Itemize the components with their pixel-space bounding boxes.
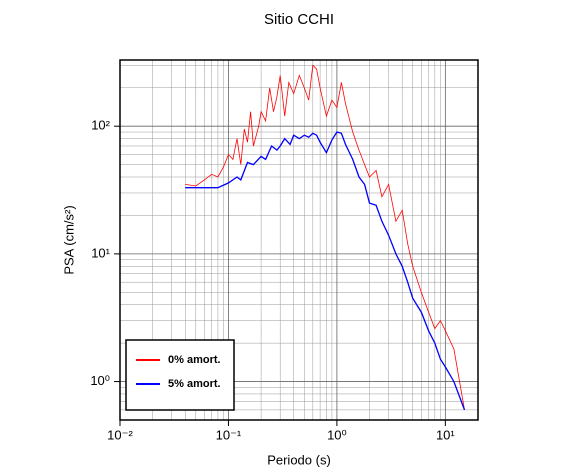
- legend-label: 5% amort.: [168, 378, 221, 390]
- y-tick-label: 10¹: [91, 245, 110, 260]
- chart-title: Sitio CCHI: [264, 11, 334, 28]
- plot-frame: [119, 59, 479, 421]
- x-tick-label: 10⁻¹: [216, 427, 242, 442]
- x-tick-label: 10⁻²: [107, 427, 133, 442]
- y-tick-label: 10²: [91, 118, 110, 133]
- legend-label: 0% amort.: [168, 354, 221, 366]
- series-line: [185, 64, 465, 410]
- y-axis-label: PSA (cm/s²): [61, 205, 76, 274]
- x-tick-label: 10¹: [436, 427, 455, 442]
- x-axis-label: Periodo (s): [267, 452, 331, 467]
- y-tick-label: 10⁰: [90, 373, 110, 388]
- legend-box: [125, 339, 235, 411]
- x-tick-label: 10⁰: [327, 427, 347, 442]
- series-line: [185, 131, 466, 411]
